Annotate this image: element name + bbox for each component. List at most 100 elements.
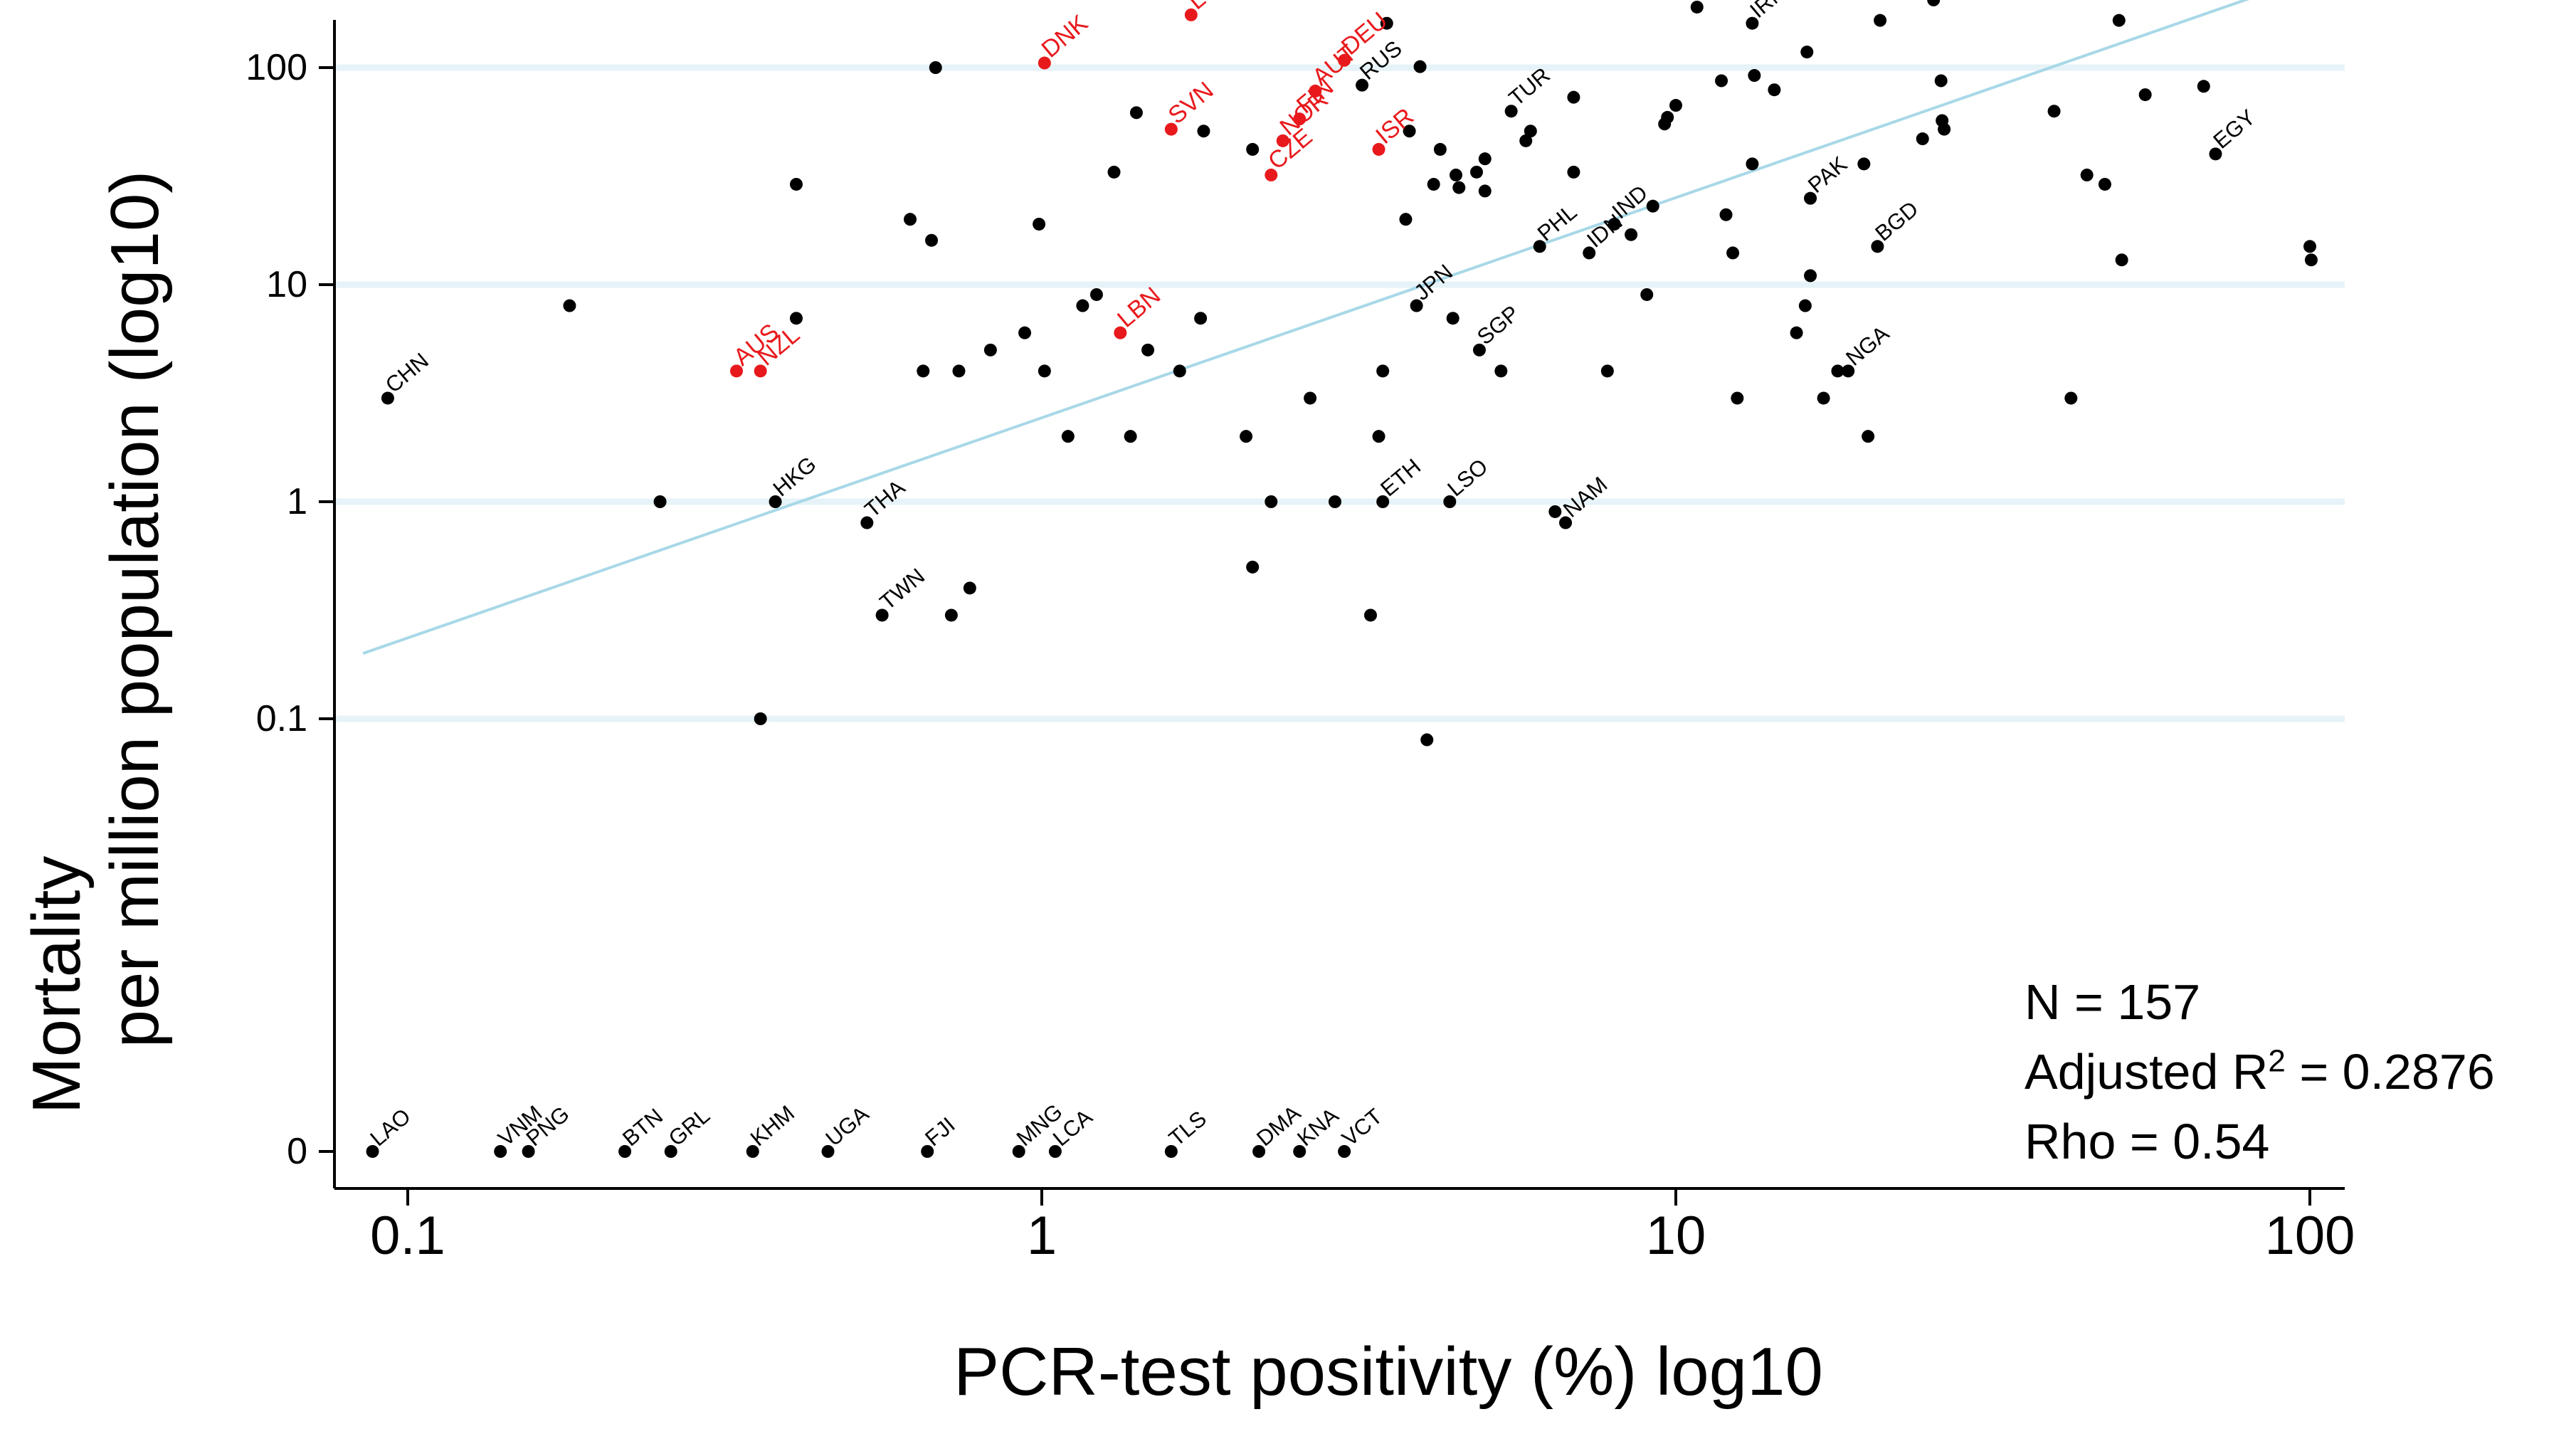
data-point — [1403, 125, 1416, 138]
data-point — [1524, 125, 1537, 138]
point-label-tls: TLS — [1164, 1106, 1211, 1151]
data-point — [1790, 326, 1803, 339]
data-point — [1719, 208, 1733, 221]
data-point — [944, 608, 958, 622]
data-point — [1804, 269, 1817, 283]
data-point — [1640, 288, 1654, 301]
data-point — [1197, 125, 1210, 138]
data-point — [1478, 152, 1492, 166]
stat-r2-prefix: Adjusted R — [2025, 1044, 2269, 1100]
point-label-tha: THA — [860, 475, 909, 522]
data-point — [1690, 0, 1704, 14]
highlighted-data-point — [1184, 8, 1198, 21]
point-label-svn: SVN — [1163, 77, 1219, 130]
data-point — [2197, 80, 2210, 93]
data-point — [1559, 516, 1573, 529]
data-point — [1018, 326, 1032, 339]
x-tick-label: 10 — [1646, 1206, 1706, 1266]
highlighted-data-point — [1309, 84, 1322, 97]
data-point — [1519, 134, 1533, 147]
data-point — [2080, 168, 2094, 181]
point-label-lbn: LBN — [1112, 282, 1166, 333]
data-point — [789, 177, 803, 191]
point-label-chn: CHN — [381, 348, 433, 398]
data-point — [1338, 1145, 1351, 1158]
data-point — [1164, 1145, 1178, 1158]
data-point — [1804, 191, 1817, 205]
data-point — [2115, 253, 2128, 267]
data-point — [925, 233, 939, 247]
point-labels: CHNHKGAUSNZLTHATWNDNKLBNSVNLUXCZENORGBRF… — [366, 0, 2261, 1151]
data-point — [1410, 299, 1423, 312]
data-point — [2112, 14, 2126, 27]
data-point — [1293, 1145, 1307, 1158]
data-point — [1129, 106, 1143, 120]
data-point — [1038, 364, 1051, 378]
point-label-dnk: DNK — [1037, 9, 1094, 63]
data-point — [789, 312, 803, 325]
point-label-nam: NAM — [1558, 472, 1612, 522]
data-point — [1800, 46, 1814, 59]
highlighted-data-point — [729, 364, 743, 378]
data-point — [1328, 495, 1341, 508]
fit-line-group — [362, 0, 2250, 655]
point-label-jpn: JPN — [1410, 259, 1457, 305]
data-point — [1048, 1145, 1062, 1158]
data-point — [1478, 184, 1492, 198]
data-point — [1446, 312, 1459, 325]
data-point — [1413, 60, 1427, 73]
data-point — [1533, 240, 1546, 253]
point-label-kna: KNA — [1292, 1102, 1344, 1151]
point-label-twn: TWN — [875, 564, 930, 615]
data-point — [1089, 288, 1103, 301]
highlighted-data-point — [1114, 326, 1127, 339]
point-label-uga: UGA — [821, 1101, 874, 1151]
data-point — [1746, 16, 1759, 30]
x-tick-label: 1 — [1027, 1206, 1057, 1266]
data-point — [1420, 733, 1434, 747]
data-point — [494, 1145, 507, 1158]
x-tick-label: 100 — [2265, 1206, 2355, 1266]
point-label-khm: KHM — [746, 1100, 799, 1151]
data-point — [1124, 430, 1137, 443]
y-tick-label: 10 — [266, 264, 307, 305]
data-point — [1304, 391, 1317, 405]
stat-rho: Rho = 0.54 — [2025, 1114, 2270, 1169]
y-axis-title-line2: per million population (log10) — [97, 171, 173, 1048]
data-point — [2303, 240, 2316, 253]
data-point — [1372, 430, 1385, 443]
data-point — [1494, 364, 1508, 378]
x-tick-label: 0.1 — [370, 1206, 445, 1266]
data-point — [2098, 177, 2111, 191]
data-point — [1661, 110, 1674, 124]
data-point — [1608, 217, 1621, 231]
data-point — [1141, 343, 1155, 357]
data-point — [2138, 88, 2152, 102]
point-label-eth: ETH — [1376, 454, 1425, 502]
data-point — [653, 495, 667, 508]
point-label-grl: GRL — [664, 1103, 714, 1151]
data-point — [522, 1145, 535, 1158]
data-point — [366, 1145, 379, 1158]
data-points — [366, 0, 2318, 1158]
data-point — [1061, 430, 1075, 443]
data-point — [1194, 312, 1208, 325]
data-point — [1831, 364, 1844, 378]
point-label-btn: BTN — [618, 1104, 667, 1151]
x-axis-title: PCR-test positivity (%) log10 — [954, 1334, 1823, 1410]
data-point — [1916, 132, 1929, 146]
data-point — [1380, 16, 1393, 30]
data-point — [1874, 14, 1887, 27]
stat-r2-value: = 0.2876 — [2285, 1044, 2495, 1100]
data-point — [1731, 391, 1744, 405]
data-point — [952, 364, 966, 378]
data-point — [1399, 213, 1413, 226]
data-point — [1246, 142, 1260, 156]
data-point — [2304, 253, 2318, 267]
data-point — [1726, 246, 1740, 260]
data-point — [1376, 364, 1390, 378]
point-label-dma: DMA — [1252, 1100, 1306, 1151]
data-point — [1469, 165, 1483, 179]
